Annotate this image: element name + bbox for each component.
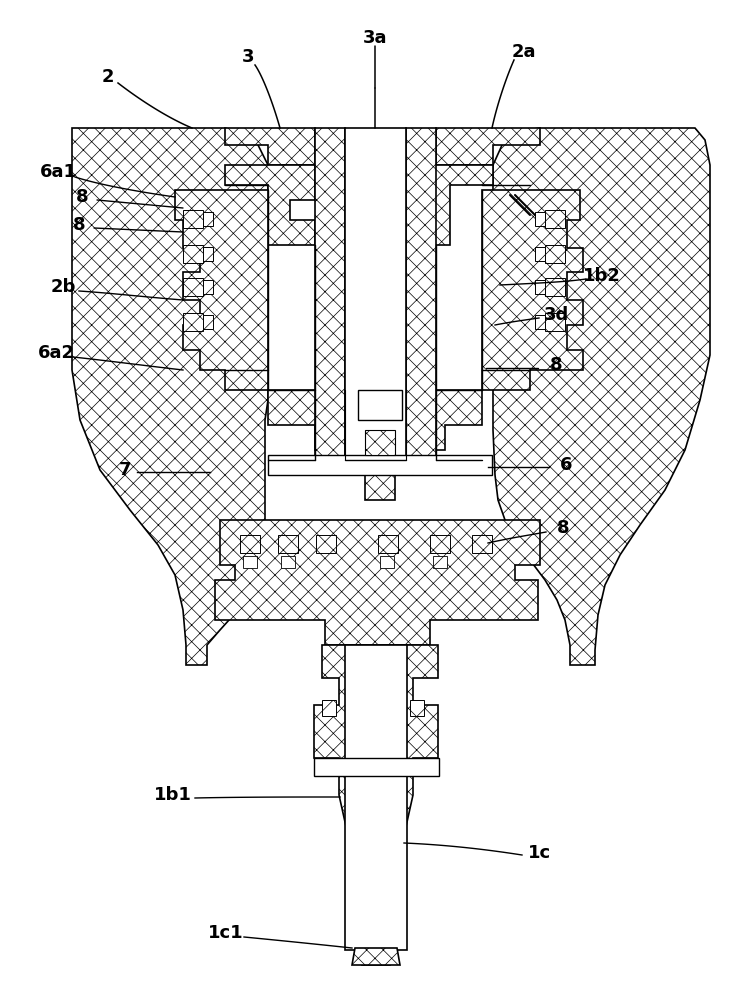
Bar <box>545 278 565 296</box>
Polygon shape <box>215 520 540 660</box>
Bar <box>545 313 565 331</box>
Bar <box>358 390 402 420</box>
Polygon shape <box>314 645 438 965</box>
Text: 1b1: 1b1 <box>154 786 192 804</box>
Text: 2: 2 <box>102 68 115 86</box>
Bar <box>345 645 407 950</box>
Polygon shape <box>225 165 315 245</box>
Polygon shape <box>268 390 482 500</box>
Bar <box>535 280 545 294</box>
Bar <box>545 245 565 263</box>
Text: 6a2: 6a2 <box>37 344 74 362</box>
Text: 6: 6 <box>560 456 572 474</box>
Text: 3d: 3d <box>543 306 568 324</box>
Bar <box>240 535 260 553</box>
Bar <box>535 315 545 329</box>
Bar <box>535 212 545 226</box>
Bar <box>430 535 450 553</box>
Polygon shape <box>406 165 493 245</box>
Polygon shape <box>352 948 400 965</box>
Text: 8: 8 <box>76 188 88 206</box>
Bar <box>365 430 395 455</box>
Text: 3a: 3a <box>363 29 387 47</box>
Text: 8: 8 <box>557 519 569 537</box>
Polygon shape <box>175 190 268 390</box>
Polygon shape <box>482 190 583 390</box>
Text: 1c: 1c <box>529 844 551 862</box>
Polygon shape <box>72 128 268 665</box>
Bar <box>183 245 203 263</box>
Bar <box>535 247 545 261</box>
Text: 2b: 2b <box>50 278 76 296</box>
Bar <box>314 758 439 776</box>
Text: 2a: 2a <box>512 43 536 61</box>
Bar <box>183 210 203 228</box>
Polygon shape <box>406 128 436 460</box>
Bar <box>281 556 295 568</box>
Text: 1c1: 1c1 <box>208 924 244 942</box>
Bar <box>203 212 213 226</box>
Bar <box>378 535 398 553</box>
Text: 6a1: 6a1 <box>40 163 76 181</box>
Bar <box>316 535 336 553</box>
Bar <box>268 455 492 475</box>
Bar <box>322 700 336 716</box>
Bar <box>410 700 424 716</box>
Polygon shape <box>315 128 345 460</box>
Text: 7: 7 <box>119 461 131 479</box>
Bar <box>243 556 257 568</box>
Bar <box>203 247 213 261</box>
Bar <box>203 280 213 294</box>
Text: 8: 8 <box>550 356 562 374</box>
Polygon shape <box>225 128 315 165</box>
Bar <box>433 556 447 568</box>
Polygon shape <box>436 128 540 165</box>
Bar <box>545 210 565 228</box>
Polygon shape <box>493 128 710 665</box>
Text: 3: 3 <box>242 48 254 66</box>
Bar <box>380 556 394 568</box>
Bar <box>203 315 213 329</box>
Bar <box>345 128 406 460</box>
Text: 1b2: 1b2 <box>583 267 621 285</box>
Bar <box>183 278 203 296</box>
Bar <box>278 535 298 553</box>
Bar <box>472 535 492 553</box>
Text: 8: 8 <box>73 216 85 234</box>
Bar <box>183 313 203 331</box>
